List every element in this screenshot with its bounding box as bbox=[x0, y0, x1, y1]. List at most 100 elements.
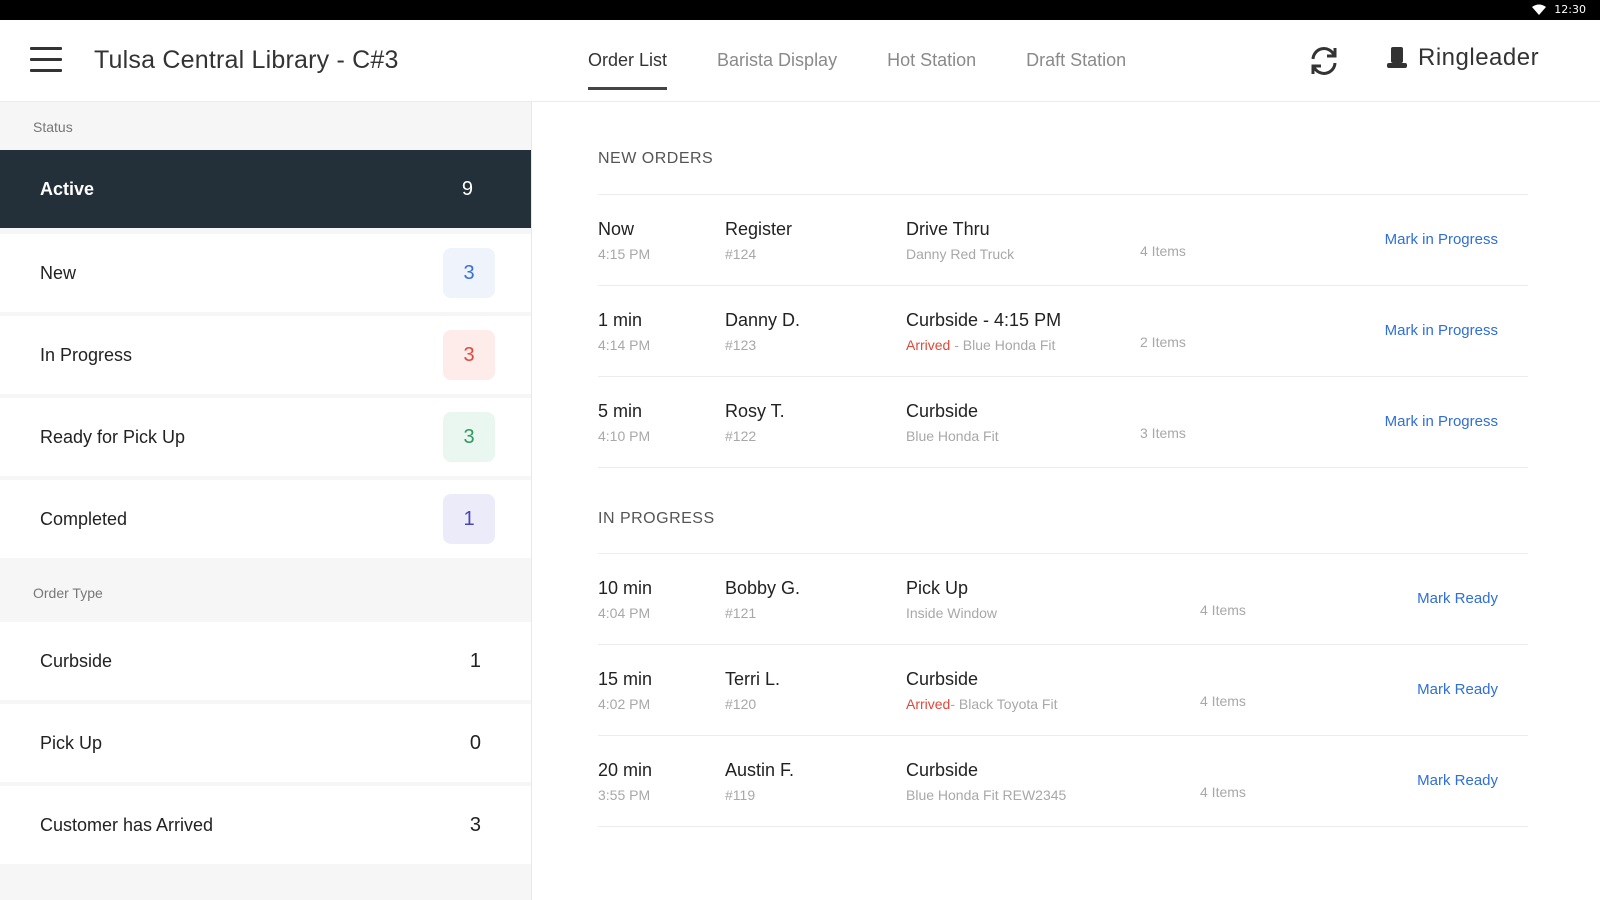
order-type: Curbside Blue Honda Fit bbox=[906, 401, 999, 444]
filter-customer-has-arrived[interactable]: Customer has Arrived 3 bbox=[0, 786, 531, 864]
order-time: 4:04 PM bbox=[598, 605, 651, 621]
mark-ready-button[interactable]: Mark Ready bbox=[1417, 590, 1498, 607]
order-number: #124 bbox=[725, 246, 757, 262]
order-detail-line: Arrived - Blue Honda Fit bbox=[906, 337, 1061, 353]
elapsed-time: 10 min bbox=[598, 578, 653, 598]
filter-curbside[interactable]: Curbside 1 bbox=[0, 622, 531, 700]
tab-hot-station[interactable]: Hot Station bbox=[887, 50, 977, 70]
refresh-icon[interactable] bbox=[1307, 44, 1341, 78]
order-row[interactable]: Now 4:15 PM Register #124 Drive Thru Danny … bbox=[598, 195, 1528, 286]
filter-label: New bbox=[40, 263, 77, 283]
order-type-section-label: Order Type bbox=[33, 585, 103, 601]
top-hat-icon bbox=[1387, 47, 1407, 68]
order-type: Curbside Blue Honda Fit REW2345 bbox=[906, 760, 1066, 803]
mark-ready-button[interactable]: Mark Ready bbox=[1417, 681, 1498, 698]
order-time: 4:02 PM bbox=[598, 696, 651, 712]
filter-label: Completed bbox=[40, 509, 128, 529]
filter-label: Pick Up bbox=[40, 733, 103, 753]
elapsed-time: 20 min bbox=[598, 760, 653, 780]
item-count: 4 Items bbox=[1200, 602, 1246, 618]
order-number: #122 bbox=[725, 428, 757, 444]
order-time: 3:55 PM bbox=[598, 787, 651, 803]
elapsed-time: 5 min bbox=[598, 401, 643, 421]
in-progress-heading: IN PROGRESS bbox=[598, 510, 715, 527]
clock: 12:30 bbox=[1554, 3, 1586, 16]
order-customer: Register #124 bbox=[725, 219, 792, 262]
customer-name: Rosy T. bbox=[725, 401, 785, 421]
tab-bar: Order List Barista Display Hot Station D… bbox=[588, 20, 1176, 102]
order-customer: Austin F. #119 bbox=[725, 760, 794, 803]
order-type: Curbside Arrived- Black Toyota Fit bbox=[906, 669, 1057, 712]
filter-active[interactable]: Active 9 bbox=[0, 150, 531, 228]
order-row[interactable]: 10 min 4:04 PM Bobby G. #121 Pick Up Inside… bbox=[598, 554, 1528, 645]
hamburger-icon-line bbox=[30, 69, 62, 72]
system-status-bar: 12:30 bbox=[0, 0, 1600, 20]
in-progress-list: 10 min 4:04 PM Bobby G. #121 Pick Up Inside… bbox=[598, 553, 1528, 827]
count-badge: 3 bbox=[443, 412, 495, 462]
filter-completed[interactable]: Completed 1 bbox=[0, 480, 531, 558]
order-detail-line: Arrived- Black Toyota Fit bbox=[906, 696, 1057, 712]
order-number: #123 bbox=[725, 337, 757, 353]
count-badge: 3 bbox=[443, 330, 495, 380]
new-orders-heading: NEW ORDERS bbox=[598, 150, 714, 167]
hamburger-icon-line bbox=[30, 58, 62, 61]
order-row[interactable]: 15 min 4:02 PM Terri L. #120 Curbside Arriv… bbox=[598, 645, 1528, 736]
order-time: 4:14 PM bbox=[598, 337, 651, 353]
order-type-label: Drive Thru bbox=[906, 219, 990, 239]
elapsed-time: Now bbox=[598, 219, 635, 239]
mark-in-progress-button[interactable]: Mark in Progress bbox=[1384, 231, 1498, 248]
item-count: 4 Items bbox=[1140, 243, 1186, 259]
order-type-label: Pick Up bbox=[906, 578, 969, 598]
order-customer: Rosy T. #122 bbox=[725, 401, 785, 444]
filter-new[interactable]: New 3 bbox=[0, 234, 531, 312]
order-elapsed: 10 min 4:04 PM bbox=[598, 578, 652, 621]
menu-button[interactable] bbox=[30, 47, 64, 75]
filter-label: Customer has Arrived bbox=[40, 815, 214, 835]
wifi-icon bbox=[1532, 4, 1547, 15]
order-type-label: Curbside - 4:15 PM bbox=[906, 310, 1062, 330]
item-count: 4 Items bbox=[1200, 784, 1246, 800]
status-section-label: Status bbox=[33, 119, 73, 135]
filter-ready-for-pick-up[interactable]: Ready for Pick Up 3 bbox=[0, 398, 531, 476]
vehicle-detail: Blue Honda Fit REW2345 bbox=[906, 787, 1067, 803]
order-row[interactable]: 1 min 4:14 PM Danny D. #123 Curbside - 4:1… bbox=[598, 286, 1528, 377]
filter-label: Active bbox=[40, 179, 95, 199]
filter-label: Ready for Pick Up bbox=[40, 427, 186, 447]
item-count: 3 Items bbox=[1140, 425, 1186, 441]
order-customer: Bobby G. #121 bbox=[725, 578, 800, 621]
mark-in-progress-button[interactable]: Mark in Progress bbox=[1384, 322, 1498, 339]
count-badge: 3 bbox=[443, 248, 495, 298]
order-number: #120 bbox=[725, 696, 757, 712]
order-customer: Danny D. #123 bbox=[725, 310, 800, 353]
tab-barista-display[interactable]: Barista Display bbox=[717, 50, 838, 70]
mark-ready-button[interactable]: Mark Ready bbox=[1417, 772, 1498, 789]
filter-count: 1 bbox=[469, 650, 481, 672]
new-orders-list: Now 4:15 PM Register #124 Drive Thru Danny … bbox=[598, 194, 1528, 468]
tab-order-list[interactable]: Order List bbox=[588, 20, 668, 102]
item-count: 4 Items bbox=[1200, 693, 1246, 709]
vehicle-detail: Blue Honda Fit bbox=[906, 428, 999, 444]
vehicle-detail: Danny Red Truck bbox=[906, 246, 1015, 262]
filter-label: Curbside bbox=[40, 651, 113, 671]
item-count: 2 Items bbox=[1140, 334, 1186, 350]
app-bar: Tulsa Central Library - C#3 Order List B… bbox=[0, 20, 1600, 102]
count-badge: 1 bbox=[443, 494, 495, 544]
brand-name: Ringleader bbox=[1418, 44, 1540, 71]
order-customer: Terri L. #120 bbox=[725, 669, 780, 712]
customer-name: Bobby G. bbox=[725, 578, 801, 598]
vehicle-detail: - Black Toyota Fit bbox=[950, 696, 1058, 712]
brand-logo: Ringleader bbox=[1386, 44, 1539, 72]
order-row[interactable]: 20 min 3:55 PM Austin F. #119 Curbside Blue… bbox=[598, 736, 1528, 827]
filter-pick-up[interactable]: Pick Up 0 bbox=[0, 704, 531, 782]
hamburger-icon bbox=[30, 47, 62, 50]
order-list-panel: NEW ORDERS Now 4:15 PM Register #124 Drive… bbox=[532, 102, 1600, 900]
order-type-label: Curbside bbox=[906, 760, 979, 780]
order-detail-line: Inside Window bbox=[906, 605, 997, 621]
order-detail-line: Danny Red Truck bbox=[906, 246, 1014, 262]
order-row[interactable]: 5 min 4:10 PM Rosy T. #122 Curbside Blue Ho… bbox=[598, 377, 1528, 468]
mark-in-progress-button[interactable]: Mark in Progress bbox=[1384, 413, 1498, 430]
filter-in-progress[interactable]: In Progress 3 bbox=[0, 316, 531, 394]
order-elapsed: 5 min 4:10 PM bbox=[598, 401, 650, 444]
order-type-label: Curbside bbox=[906, 401, 979, 421]
tab-draft-station[interactable]: Draft Station bbox=[1026, 50, 1127, 70]
